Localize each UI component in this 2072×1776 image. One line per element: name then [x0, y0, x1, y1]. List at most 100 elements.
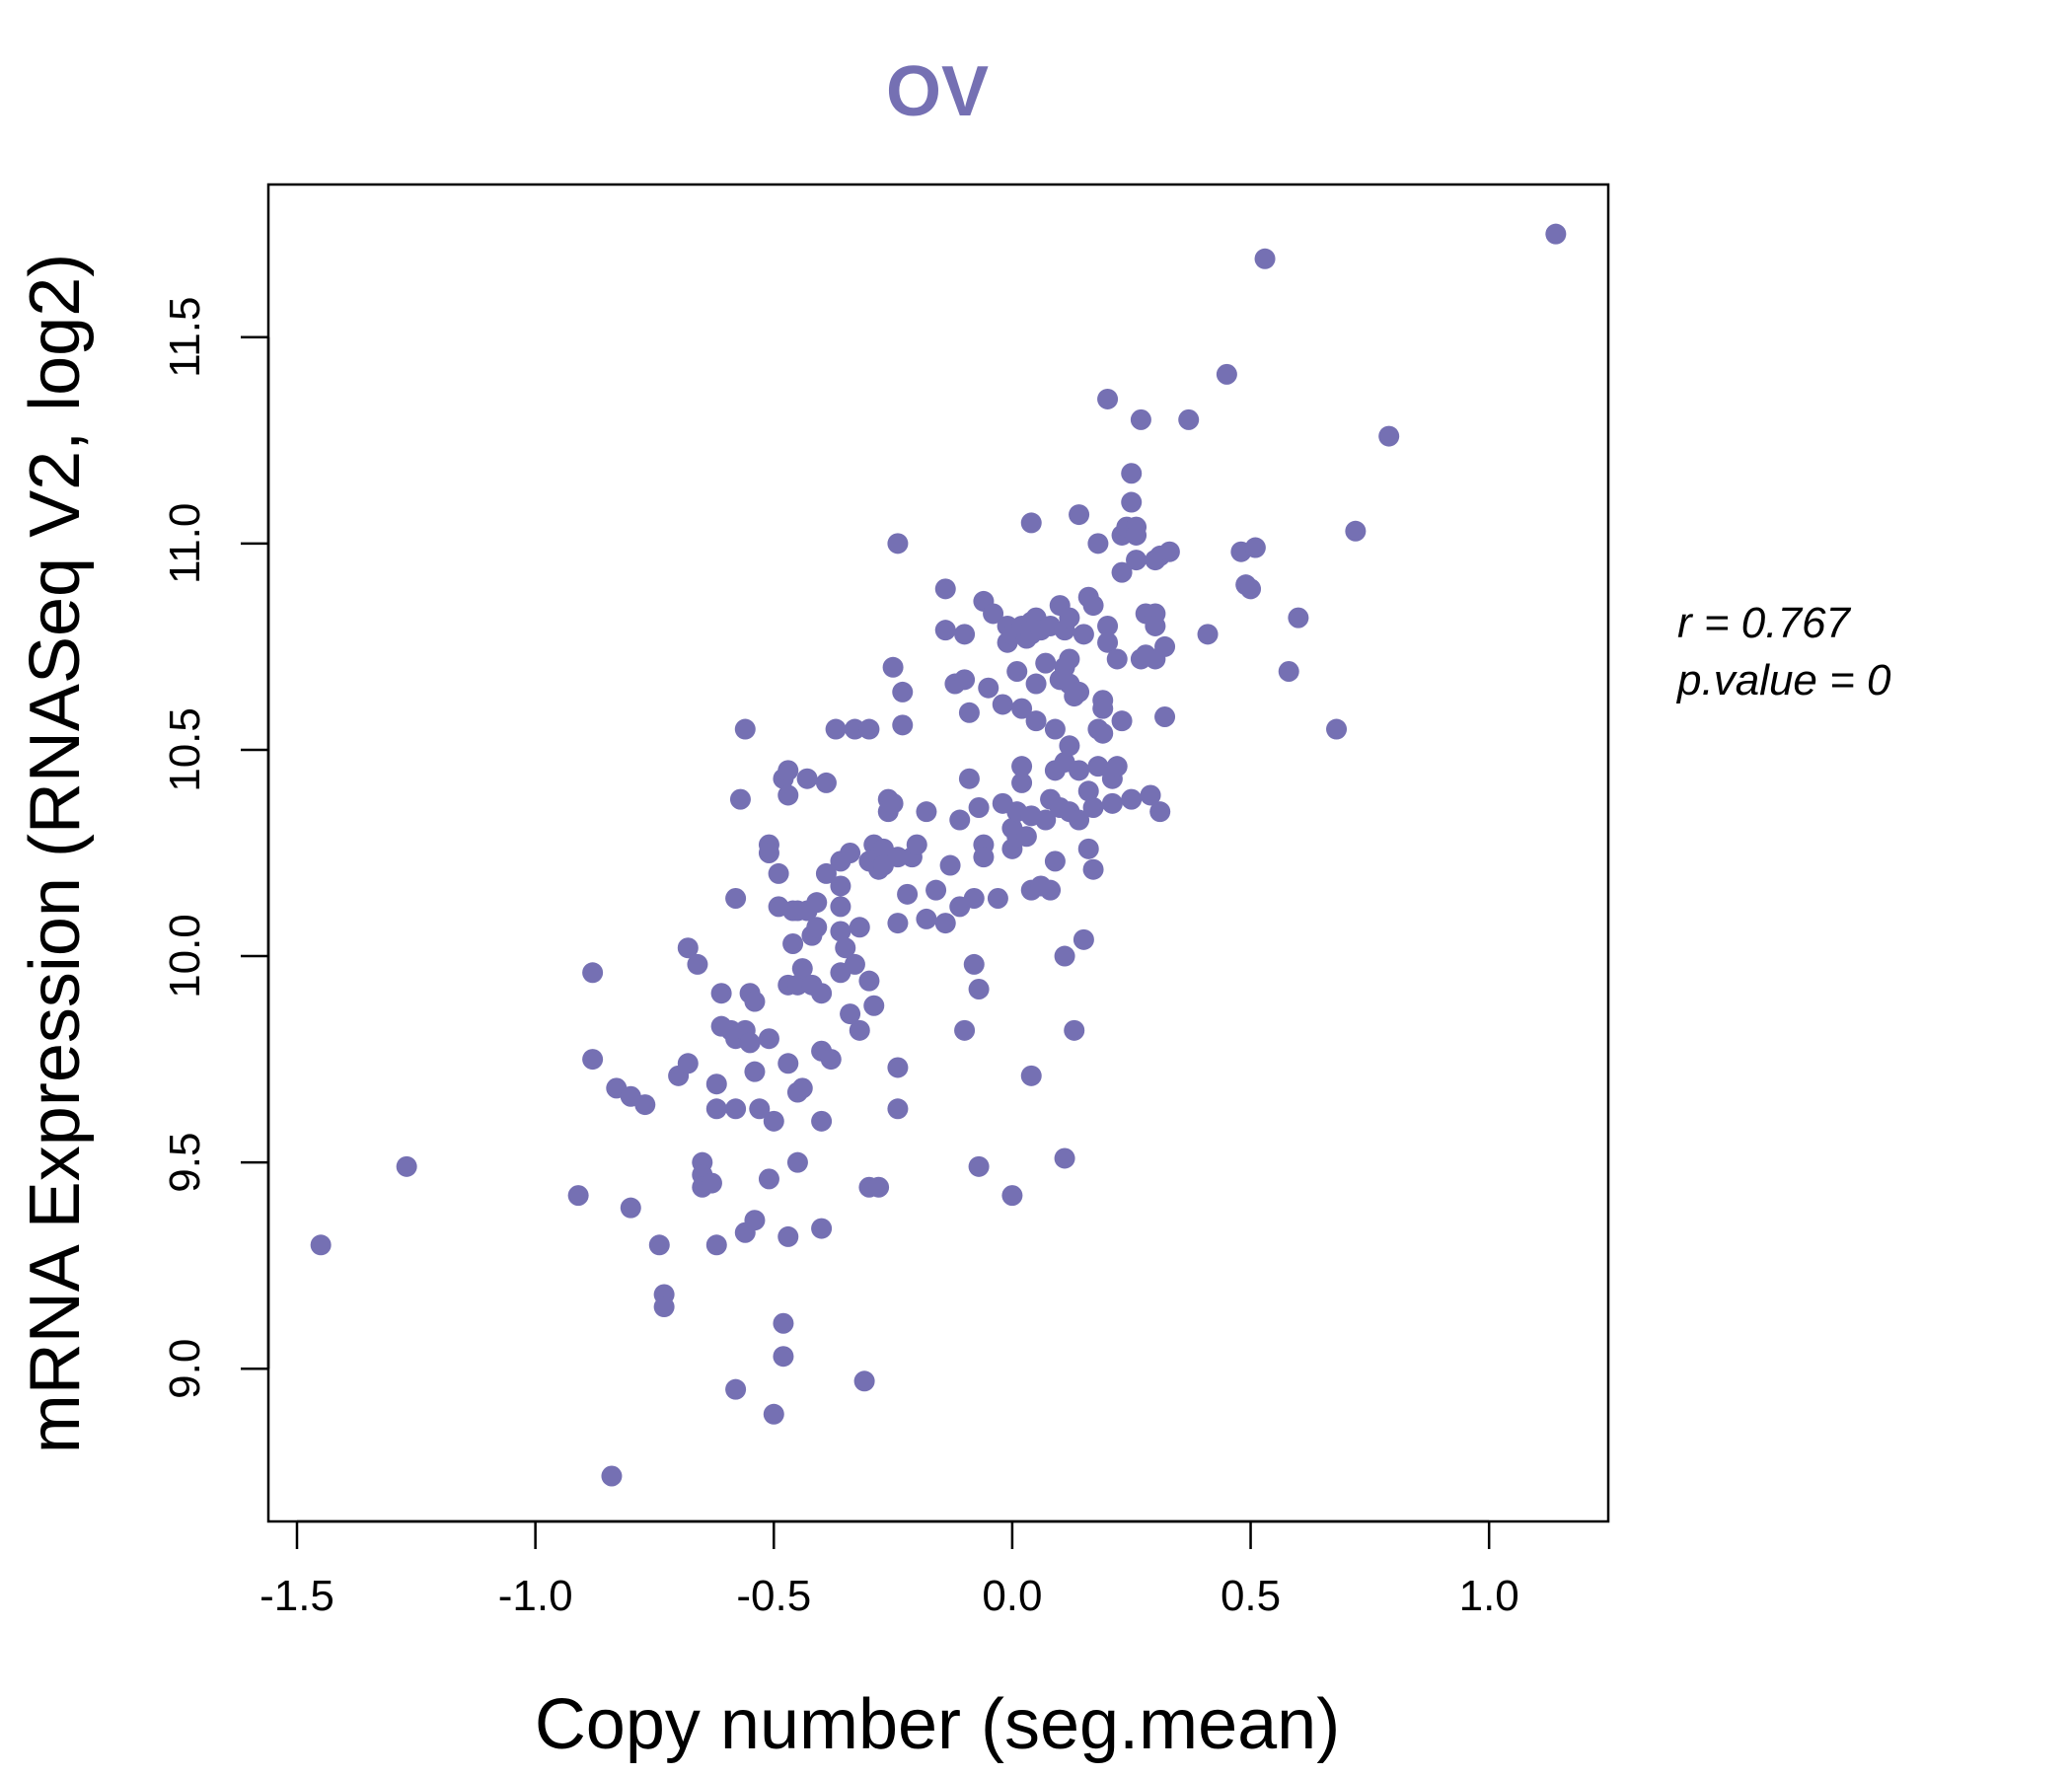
data-point [954, 669, 976, 691]
data-point [1064, 1019, 1085, 1041]
data-point [916, 801, 937, 823]
y-tick-label: 11.5 [161, 297, 209, 378]
data-point [916, 908, 937, 929]
data-point [1069, 809, 1090, 831]
data-point [830, 921, 851, 942]
data-point [773, 1346, 794, 1368]
data-point [744, 991, 766, 1012]
data-point [1111, 561, 1133, 583]
x-tick-label: -0.5 [736, 1572, 811, 1620]
y-tick-label: 9.5 [161, 1133, 209, 1193]
data-point [310, 1234, 332, 1256]
data-point [840, 843, 861, 863]
data-point [849, 917, 870, 938]
data-point [763, 1110, 784, 1132]
data-point [1073, 928, 1094, 950]
data-point [925, 879, 947, 901]
data-point [725, 1098, 747, 1120]
data-point [786, 1151, 808, 1173]
data-point [906, 834, 927, 855]
data-point [958, 768, 980, 789]
data-point [844, 718, 865, 740]
data-point [887, 847, 909, 868]
data-point [882, 656, 904, 678]
data-point [1035, 809, 1057, 831]
data-point [396, 1155, 417, 1177]
data-point [1244, 537, 1266, 558]
data-point [1326, 718, 1348, 740]
data-point [791, 1077, 813, 1099]
data-point [1082, 858, 1104, 880]
x-tick-label: 1.0 [1459, 1572, 1519, 1620]
data-point [934, 578, 956, 600]
data-point [1035, 652, 1057, 674]
data-point [1077, 838, 1099, 859]
data-point [1015, 826, 1037, 848]
data-point [806, 917, 828, 938]
data-point [954, 1019, 976, 1041]
data-point [963, 953, 985, 975]
data-point [705, 1098, 727, 1120]
y-tick-label: 11.0 [161, 503, 209, 584]
data-point [858, 970, 880, 992]
data-points [310, 223, 1567, 1487]
data-point [868, 1176, 890, 1198]
data-point [1345, 520, 1367, 542]
data-point [830, 875, 851, 897]
data-point [887, 1057, 909, 1078]
x-tick-label: -1.5 [259, 1572, 334, 1620]
y-tick-label: 10.5 [161, 707, 209, 792]
data-point [1059, 735, 1080, 757]
data-point [1378, 425, 1400, 447]
data-point [687, 953, 708, 975]
data-point [1158, 541, 1180, 562]
data-point [1126, 524, 1147, 546]
x-tick-label: 0.0 [982, 1572, 1042, 1620]
data-point [1092, 698, 1114, 719]
data-point [978, 677, 999, 699]
data-point [777, 1053, 799, 1074]
data-point [939, 854, 961, 876]
data-point [1545, 223, 1567, 245]
data-point [796, 768, 818, 789]
data-point [1054, 1147, 1075, 1169]
data-point [758, 1168, 779, 1190]
data-point [1082, 595, 1104, 617]
data-point [892, 714, 914, 736]
data-point [1154, 705, 1176, 727]
data-point [1121, 491, 1143, 513]
data-point [1097, 615, 1119, 636]
data-point [1216, 363, 1237, 385]
data-point [830, 896, 851, 918]
data-point [758, 843, 779, 863]
x-tick-label: 0.5 [1221, 1572, 1281, 1620]
data-point [1082, 796, 1104, 818]
data-point [725, 1378, 747, 1400]
data-point [1130, 408, 1151, 430]
data-point [820, 1049, 842, 1071]
data-point [725, 888, 747, 910]
data-point [1106, 756, 1128, 777]
y-axis-title: mRNA Expression (RNASeq V2, log2) [16, 254, 95, 1453]
data-point [758, 1028, 779, 1050]
data-point [987, 888, 1008, 910]
data-point [882, 792, 904, 814]
data-point [835, 937, 856, 959]
data-point [744, 1061, 766, 1082]
data-point [1020, 512, 1042, 534]
data-point [811, 983, 833, 1004]
data-point [763, 1403, 784, 1425]
data-point [1054, 945, 1075, 967]
data-point [1020, 1065, 1042, 1086]
data-point [887, 1098, 909, 1120]
data-point [1092, 722, 1114, 744]
data-point [968, 796, 990, 818]
data-point [620, 1197, 641, 1219]
data-point [782, 933, 804, 955]
data-point [1101, 792, 1123, 814]
data-point [777, 784, 799, 806]
data-point [853, 1370, 875, 1392]
y-axis: 9.0 9.5 10.0 10.5 11.0 11.5 [161, 297, 270, 1399]
data-point [963, 888, 985, 910]
data-point [815, 862, 837, 884]
